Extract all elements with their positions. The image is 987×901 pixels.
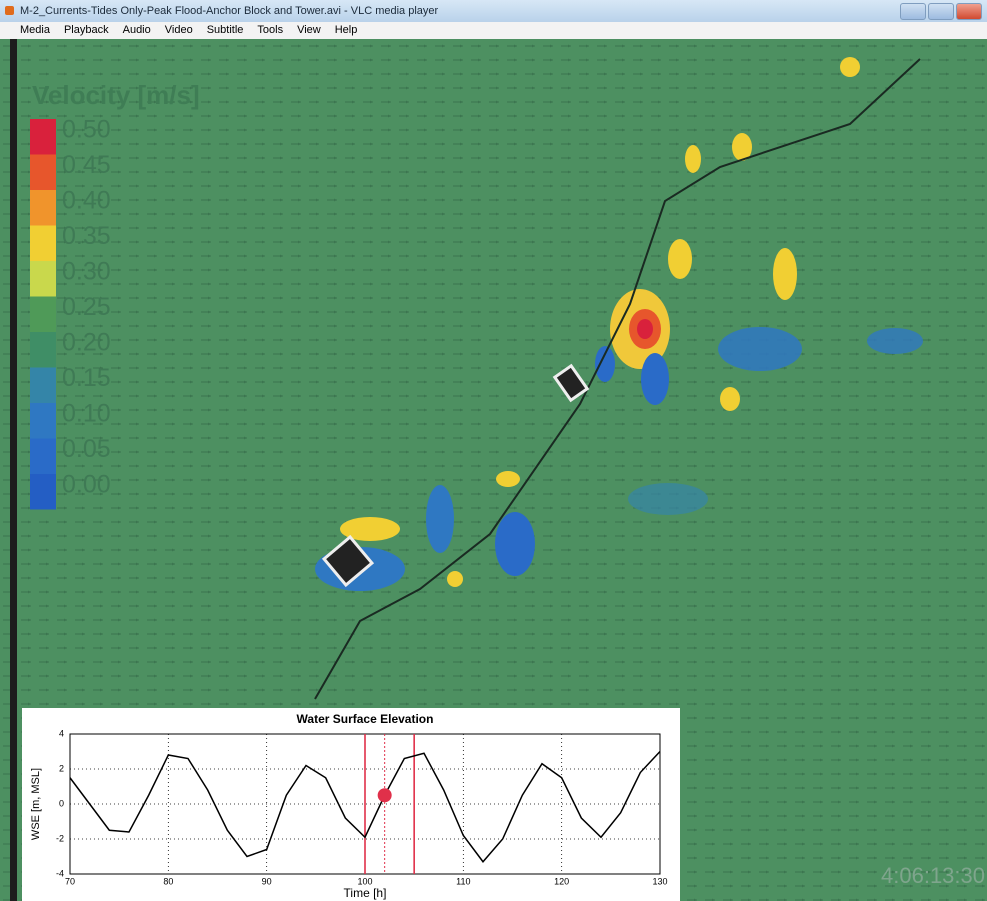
menu-item[interactable]: Playback: [64, 22, 109, 39]
video-frame: Velocity [m/s] 0.50 0.45 0.40 0.35 0.30 0.25 0…: [0, 39, 987, 901]
chart-inset: Water Surface Elevation Time [h] WSE [m, M…: [22, 708, 680, 901]
x-tick-label: 110: [456, 876, 470, 886]
colorbar-swatch: [30, 155, 56, 191]
colorbar-label: 0.15: [62, 364, 111, 392]
maximize-button[interactable]: [928, 3, 954, 20]
window-title: M-2_Currents-Tides Only-Peak Flood-Ancho…: [20, 0, 438, 22]
close-button[interactable]: [956, 3, 982, 20]
menu-item[interactable]: Media: [20, 22, 50, 39]
chart-title: Water Surface Elevation: [297, 712, 434, 726]
menu-bar: Media Playback Audio Video Subtitle Tools View…: [0, 22, 987, 39]
y-tick-label: 0: [59, 798, 64, 808]
timestamp: 4:06:13:30: [881, 863, 985, 888]
y-tick-label: -4: [56, 868, 64, 878]
colorbar-swatch: [30, 439, 56, 475]
colorbar-label: 0.35: [62, 222, 111, 250]
colorbar-label: 0.40: [62, 187, 111, 215]
colorbar-swatch: [30, 297, 56, 333]
x-tick-label: 120: [554, 876, 569, 886]
minimize-button[interactable]: [900, 3, 926, 20]
colorbar-label: 0.05: [62, 435, 111, 463]
vlc-window: M-2_Currents-Tides Only-Peak Flood-Ancho…: [0, 0, 987, 901]
frame-border: [10, 39, 17, 901]
menu-item[interactable]: Tools: [257, 22, 283, 39]
y-tick-label: 2: [59, 763, 64, 773]
current-marker: [378, 788, 392, 802]
menu-item[interactable]: Video: [165, 22, 193, 39]
colorbar-swatch: [30, 368, 56, 404]
chart-background: [22, 708, 680, 901]
x-tick-label: 90: [262, 876, 272, 886]
colorbar-title: Velocity [m/s]: [32, 80, 200, 110]
menu-item[interactable]: View: [297, 22, 321, 39]
colorbar-label: 0.00: [62, 471, 111, 499]
colorbar-label: 0.20: [62, 329, 111, 357]
colorbar-swatch: [30, 403, 56, 439]
colorbar-label: 0.45: [62, 151, 111, 179]
x-axis-label: Time [h]: [344, 886, 387, 900]
menu-item[interactable]: Help: [335, 22, 358, 39]
colorbar-swatch: [30, 226, 56, 262]
x-tick-label: 100: [357, 876, 372, 886]
colorbar-label: 0.30: [62, 258, 111, 286]
x-tick-label: 70: [65, 876, 75, 886]
colorbar-swatch: [30, 119, 56, 155]
y-axis-label: WSE [m, MSL]: [30, 768, 42, 840]
colorbar-label: 0.50: [62, 116, 111, 144]
colorbar-label: 0.25: [62, 293, 111, 321]
colorbar-swatch: [30, 474, 56, 510]
menu-item[interactable]: Subtitle: [207, 22, 244, 39]
y-tick-label: -2: [56, 833, 64, 843]
x-tick-label: 80: [163, 876, 173, 886]
colorbar-swatch: [30, 261, 56, 297]
colorbar-label: 0.10: [62, 400, 111, 428]
x-tick-label: 130: [652, 876, 667, 886]
app-icon: [5, 6, 14, 15]
title-bar: M-2_Currents-Tides Only-Peak Flood-Ancho…: [0, 0, 987, 22]
colorbar-swatch: [30, 332, 56, 368]
menu-item[interactable]: Audio: [123, 22, 151, 39]
colorbar-swatch: [30, 190, 56, 226]
y-tick-label: 4: [59, 728, 64, 738]
